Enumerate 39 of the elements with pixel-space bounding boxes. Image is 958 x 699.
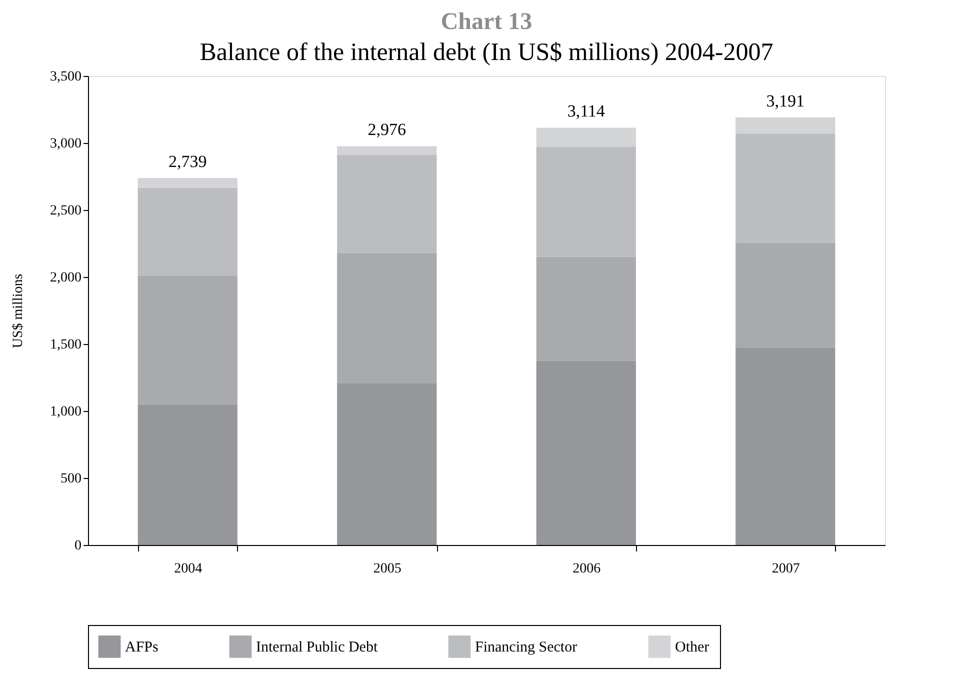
total-label: 3,114 (567, 102, 606, 121)
x-tick-label: 2006 (572, 562, 601, 576)
bar (337, 155, 437, 253)
bar (736, 134, 836, 243)
bar (736, 117, 836, 134)
y-tick-label: 3,500 (50, 70, 82, 84)
bar (138, 188, 238, 276)
legend-label: Other (675, 640, 710, 656)
bar (736, 347, 836, 545)
chart-subtitle: Balance of the internal debt (In US$ millions) 2004-2007 (200, 39, 774, 66)
bar (337, 252, 437, 384)
bar (138, 404, 238, 545)
total-label: 2,976 (368, 120, 406, 140)
x-tick-label: 2007 (772, 562, 800, 576)
legend-label: AFPs (125, 640, 159, 656)
bar (736, 242, 836, 348)
y-tick-label: 3,000 (50, 136, 82, 152)
legend-label: Financing Sector (475, 640, 578, 656)
x-tick-label: 2004 (174, 562, 202, 576)
bar (536, 360, 636, 545)
total-label: 2,739 (168, 152, 207, 171)
y-tick-label: 2,500 (50, 204, 82, 218)
y-tick-label: 1,000 (50, 404, 82, 420)
bar (337, 146, 437, 156)
y-tick-label: 0 (74, 538, 82, 554)
bar (536, 128, 636, 148)
bar (337, 384, 437, 545)
bar (536, 256, 636, 361)
chart-title: Chart 13 (440, 9, 532, 35)
y-axis-title: US$ millions (11, 274, 26, 348)
legend-label: Internal Public Debt (256, 640, 378, 656)
total-label: 3,191 (766, 91, 804, 110)
bar (138, 276, 238, 404)
y-tick-label: 1,500 (50, 338, 82, 352)
y-tick-label: 500 (60, 472, 82, 486)
bar (536, 147, 636, 257)
bar (138, 178, 238, 188)
y-tick-label: 2,000 (50, 270, 82, 286)
x-tick-label: 2005 (373, 562, 402, 576)
